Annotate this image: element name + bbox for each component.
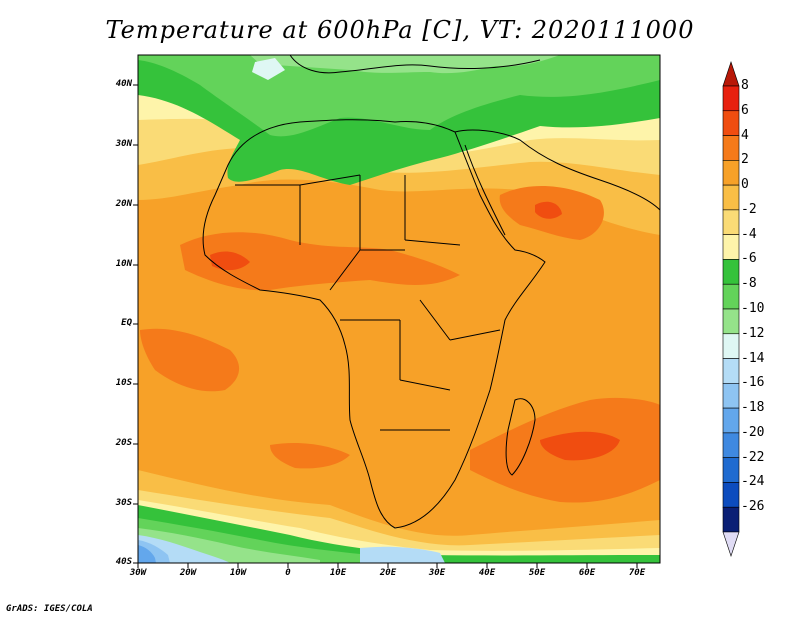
colorbar bbox=[722, 61, 740, 557]
grads-footer: GrADS: IGES/COLA bbox=[6, 604, 93, 614]
colorbar-arrow-bottom bbox=[722, 531, 740, 557]
lon-label-20w: 20W bbox=[179, 568, 197, 578]
colorbar-swatch bbox=[722, 383, 740, 409]
band-4-6-atlantic bbox=[140, 328, 240, 392]
colorbar-swatch bbox=[722, 506, 740, 533]
lon-label-0: 0 bbox=[285, 568, 291, 578]
band-neg16-south bbox=[138, 545, 156, 563]
colorbar-swatch bbox=[722, 85, 740, 112]
lat-label-eq: EQ bbox=[121, 318, 132, 328]
colorbar-swatch bbox=[722, 407, 740, 434]
axis-ticks bbox=[133, 84, 638, 568]
lat-label-30s: 30S bbox=[115, 498, 132, 508]
colorbar-label: 0 bbox=[741, 177, 749, 193]
lon-label-50e: 50E bbox=[528, 568, 546, 578]
colorbar-label: -12 bbox=[741, 325, 765, 341]
colorbar-swatch bbox=[722, 283, 740, 310]
colorbar-swatch bbox=[722, 160, 740, 186]
band-neg12-south-b bbox=[360, 546, 445, 563]
colorbar-arrow-top bbox=[722, 61, 740, 87]
colorbar-swatch bbox=[722, 482, 740, 508]
lat-label-20n: 20N bbox=[115, 199, 132, 209]
band-neg12-north bbox=[252, 58, 285, 80]
colorbar-label: 8 bbox=[741, 78, 749, 93]
lon-label-30e: 30E bbox=[428, 568, 446, 578]
colorbar-swatch bbox=[722, 432, 740, 458]
lon-label-70e: 70E bbox=[628, 568, 646, 578]
map-frame bbox=[137, 54, 661, 564]
colorbar-label: -8 bbox=[741, 276, 757, 292]
colorbar-swatch bbox=[722, 308, 740, 335]
coastlines bbox=[202, 55, 660, 529]
lat-label-30n: 30N bbox=[115, 139, 132, 149]
lat-label-10n: 10N bbox=[115, 259, 132, 269]
colorbar-label: 2 bbox=[741, 152, 749, 168]
lon-label-10w: 10W bbox=[229, 568, 247, 578]
band-4-6-south-atl bbox=[270, 443, 350, 469]
band-6-8-indian bbox=[540, 431, 620, 461]
colorbar-label: -24 bbox=[741, 474, 765, 490]
lat-label-40n: 40N bbox=[115, 79, 132, 89]
colorbar-label: -10 bbox=[741, 301, 765, 316]
band-6-8-arabia bbox=[535, 201, 562, 219]
band-6-8-sahel bbox=[210, 251, 250, 271]
colorbar-label: -4 bbox=[741, 226, 757, 242]
band-4-6-sahel bbox=[180, 232, 460, 291]
colorbar-swatch bbox=[722, 333, 740, 359]
colorbar-swatch bbox=[722, 234, 740, 260]
lon-label-40e: 40E bbox=[478, 568, 496, 578]
colorbar-label: -6 bbox=[741, 251, 757, 267]
colorbar-label: -18 bbox=[741, 400, 765, 416]
colorbar-label: -14 bbox=[741, 350, 765, 366]
colorbar-label: -16 bbox=[741, 375, 765, 391]
map-title: Temperature at 600hPa [C], VT: 202011100… bbox=[105, 16, 695, 44]
lon-label-10e: 10E bbox=[329, 568, 347, 578]
lon-label-20e: 20E bbox=[379, 568, 397, 578]
colorbar-swatch bbox=[722, 259, 740, 285]
colorbar-swatch bbox=[722, 184, 740, 211]
colorbar-label: -26 bbox=[741, 499, 765, 515]
colorbar-label: -20 bbox=[741, 424, 765, 440]
colorbar-swatch bbox=[722, 358, 740, 384]
colorbar-label: 4 bbox=[741, 127, 749, 143]
colorbar-swatch bbox=[722, 110, 740, 136]
temperature-field bbox=[138, 55, 660, 563]
colorbar-label: 6 bbox=[741, 102, 749, 118]
lon-label-60e: 60E bbox=[578, 568, 596, 578]
colorbar-swatch bbox=[722, 457, 740, 483]
colorbar-label: -22 bbox=[741, 449, 765, 465]
lat-label-40s: 40S bbox=[115, 557, 132, 567]
lat-label-20s: 20S bbox=[115, 438, 132, 448]
colorbar-label: -2 bbox=[741, 201, 757, 217]
colorbar-swatch bbox=[722, 135, 740, 161]
lat-label-10s: 10S bbox=[115, 378, 132, 388]
lon-label-30w: 30W bbox=[129, 568, 147, 578]
colorbar-swatch bbox=[722, 209, 740, 235]
